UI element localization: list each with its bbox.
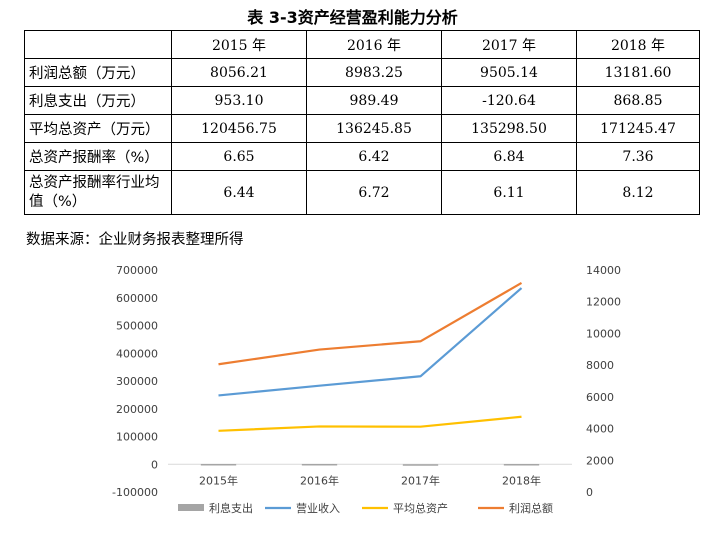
table-cell: 6.42 (306, 142, 442, 171)
table-cell: 989.49 (306, 86, 442, 115)
row-label-average-total-assets: 平均总资产（万元） (24, 114, 172, 143)
header-cell-2015: 2015 年 (171, 30, 307, 59)
table-cell: 6.84 (441, 142, 577, 171)
category-label: 2016年 (300, 473, 339, 487)
left-axis-tick-label: 300000 (116, 375, 158, 388)
legend-label: 平均总资产 (393, 501, 448, 515)
left-axis-tick-label: 500000 (116, 320, 158, 333)
table-row: 总资产报酬率（%） 6.65 6.42 6.84 7.36 (24, 142, 700, 171)
table-cell: 136245.85 (306, 114, 442, 143)
header-cell-2017: 2017 年 (441, 30, 577, 59)
row-label-total-profit: 利润总额（万元） (24, 58, 172, 87)
bars-interest-expense (200, 463, 540, 466)
header-cell-2018: 2018 年 (576, 30, 700, 59)
table-cell: 868.85 (576, 86, 700, 115)
left-axis-tick-label: 400000 (116, 347, 158, 360)
right-axis-tick-label: 10000 (586, 327, 621, 340)
legend-label: 利息支出 (209, 501, 253, 515)
bar-interest-expense (503, 464, 540, 466)
row-label-interest-expense: 利息支出（万元） (24, 86, 172, 115)
left-axis-tick-label: 100000 (116, 431, 158, 444)
table-row: 利润总额（万元） 8056.21 8983.25 9505.14 13181.6… (24, 58, 700, 87)
table-cell: 953.10 (171, 86, 307, 115)
table-cell: 9505.14 (441, 58, 577, 87)
table-cell: 8983.25 (306, 58, 442, 87)
row-label-roa: 总资产报酬率（%） (24, 142, 172, 171)
table-cell: 8056.21 (171, 58, 307, 87)
right-axis: 0 2000 4000 6000 8000 10000 12000 14000 (586, 264, 621, 499)
table-cell: 7.36 (576, 142, 700, 171)
right-axis-tick-label: 2000 (586, 454, 614, 467)
bar-interest-expense (402, 464, 439, 466)
table-cell: 171245.47 (576, 114, 700, 143)
bar-interest-expense (301, 463, 338, 466)
category-label: 2015年 (199, 473, 238, 487)
header-cell-2016: 2016 年 (306, 30, 442, 59)
profitability-table: 2015 年 2016 年 2017 年 2018 年 利润总额（万元） 805… (24, 30, 700, 215)
table-cell: -120.64 (441, 86, 577, 115)
legend: 利息支出 营业收入 平均总资产 利润总额 (178, 501, 553, 515)
table-cell: 6.65 (171, 142, 307, 171)
series-line-1 (218, 287, 523, 397)
row-label-industry-roa: 总资产报酬率行业均值（%） (24, 170, 172, 215)
left-axis-tick-label: 700000 (116, 264, 158, 277)
table-header-row: 2015 年 2016 年 2017 年 2018 年 (24, 30, 700, 59)
category-label: 2018年 (502, 473, 541, 487)
table-row: 总资产报酬率行业均值（%） 6.44 6.72 6.11 8.12 (24, 170, 700, 215)
bar-interest-expense (200, 463, 237, 466)
left-axis-tick-label: 600000 (116, 292, 158, 305)
table-row: 利息支出（万元） 953.10 989.49 -120.64 868.85 (24, 86, 700, 115)
table-cell: 6.72 (306, 170, 442, 215)
right-axis-tick-label: 14000 (586, 264, 621, 277)
category-labels: 2015年 2016年 2017年 2018年 (199, 473, 541, 487)
table-row: 平均总资产（万元） 120456.75 136245.85 135298.50 … (24, 114, 700, 143)
table-cell: 135298.50 (441, 114, 577, 143)
right-axis-tick-label: 8000 (586, 359, 614, 372)
data-source-note: 数据来源：企业财务报表整理所得 (26, 232, 244, 248)
chart: -100000010000020000030000040000050000060… (112, 264, 621, 515)
category-label: 2017年 (401, 473, 440, 487)
series-lines (218, 282, 523, 432)
table-cell: 120456.75 (171, 114, 307, 143)
right-axis-tick-label: 12000 (586, 296, 621, 309)
table-cell: 13181.60 (576, 58, 700, 87)
table-cell: 6.11 (441, 170, 577, 215)
right-axis-tick-label: 6000 (586, 391, 614, 404)
left-axis-tick-label: -100000 (112, 486, 158, 499)
left-axis-tick-label: 200000 (116, 403, 158, 416)
left-axis-tick-label: 0 (151, 458, 158, 471)
legend-label: 营业收入 (296, 501, 340, 515)
series-line-2 (218, 415, 522, 432)
legend-label: 利润总额 (509, 501, 553, 515)
table-cell: 6.44 (171, 170, 307, 215)
right-axis-tick-label: 0 (586, 486, 593, 499)
table-cell: 8.12 (576, 170, 700, 215)
left-axis: -100000 0 100000 200000 300000 400000 500000 60… (112, 264, 158, 499)
series-line-3 (218, 282, 523, 366)
table-title: 表 3-3资产经营盈利能力分析 (247, 8, 458, 27)
header-cell-blank (24, 30, 172, 59)
right-axis-tick-label: 4000 (586, 423, 614, 436)
legend-swatch (178, 504, 204, 511)
